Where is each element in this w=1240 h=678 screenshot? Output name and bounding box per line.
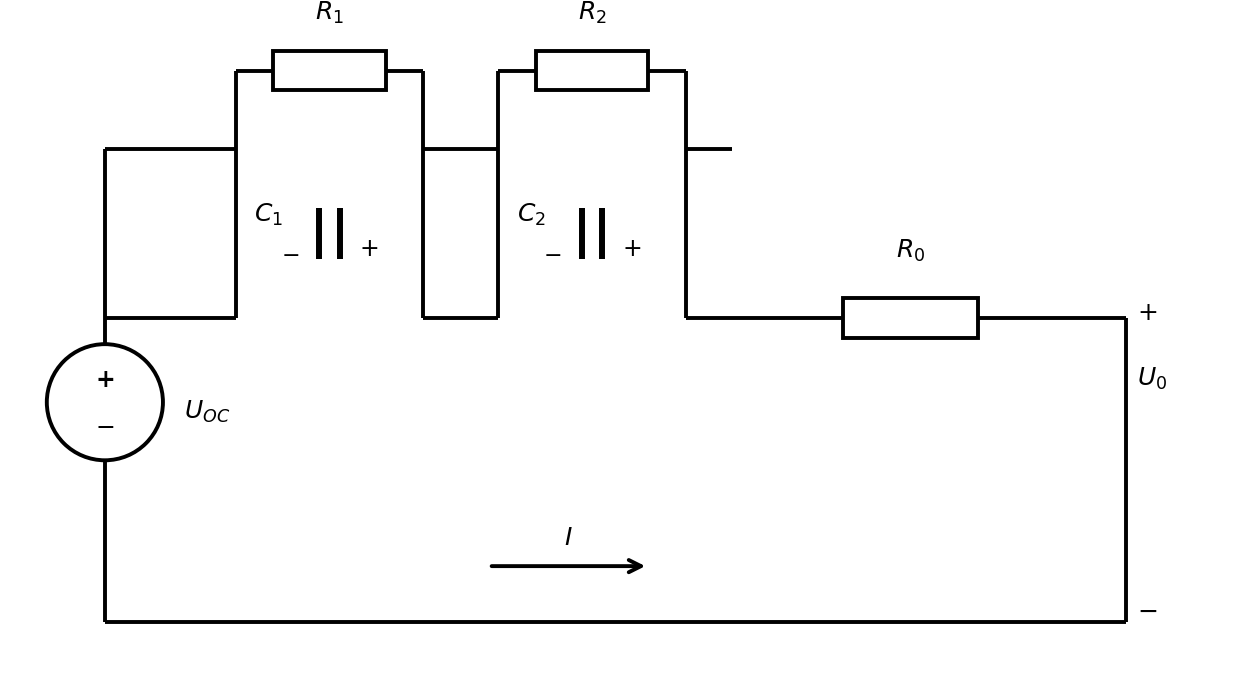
Text: $-$: $-$ <box>1137 599 1157 622</box>
Bar <box>274 51 386 90</box>
Text: $R_1$: $R_1$ <box>315 0 343 26</box>
Text: $U_{OC}$: $U_{OC}$ <box>185 399 231 424</box>
Text: $-$: $-$ <box>281 243 300 265</box>
Bar <box>843 298 978 338</box>
Text: $R_2$: $R_2$ <box>578 0 606 26</box>
Text: $-$: $-$ <box>543 243 562 265</box>
Text: $R_0$: $R_0$ <box>895 237 925 264</box>
Text: $-$: $-$ <box>95 415 114 438</box>
Bar <box>536 51 649 90</box>
Text: $C_2$: $C_2$ <box>517 202 546 228</box>
Text: +: + <box>95 367 115 392</box>
Text: $C_1$: $C_1$ <box>254 202 283 228</box>
Text: $+$: $+$ <box>621 237 641 260</box>
Text: $I$: $I$ <box>564 527 573 550</box>
Text: $+$: $+$ <box>360 237 378 260</box>
Text: $U_0$: $U_0$ <box>1137 365 1167 392</box>
Text: $+$: $+$ <box>1137 301 1157 325</box>
